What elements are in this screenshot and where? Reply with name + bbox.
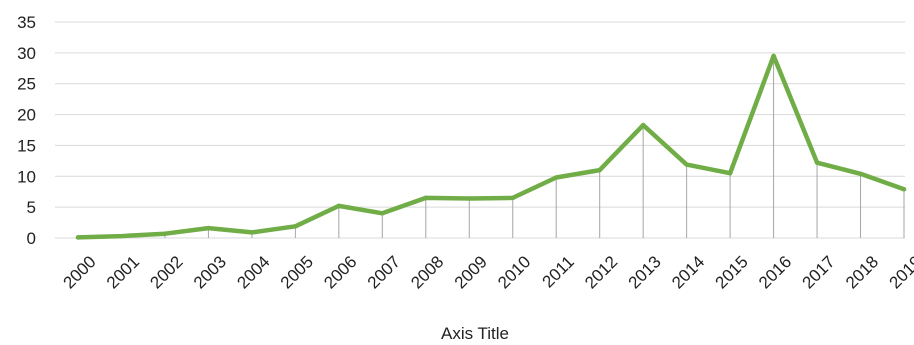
gridlines	[55, 21, 905, 239]
x-tick-label: 2005	[277, 252, 317, 292]
x-tick-label: 2017	[799, 252, 839, 292]
x-tick-label: 2001	[103, 252, 143, 292]
x-tick-label: 2003	[190, 252, 230, 292]
data-point	[901, 187, 907, 192]
data-point	[380, 211, 385, 216]
data-point	[119, 233, 124, 239]
data-point	[206, 225, 211, 231]
x-tick-label: 2007	[364, 252, 404, 292]
y-tick-label: 30	[17, 44, 36, 63]
data-point	[684, 162, 689, 167]
y-tick-label: 35	[17, 13, 36, 32]
data-point	[858, 171, 863, 177]
x-tick-label: 2018	[842, 252, 882, 292]
y-tick-label: 25	[17, 75, 36, 94]
x-tick-label: 2006	[320, 252, 360, 292]
data-point	[249, 230, 255, 235]
data-point	[771, 53, 776, 59]
data-point	[727, 171, 733, 176]
data-point	[640, 122, 646, 128]
data-point	[162, 231, 168, 236]
x-tick-label: 2009	[451, 252, 491, 292]
x-tick-label: 2011	[539, 252, 578, 291]
x-tick-label: 2002	[146, 252, 186, 292]
x-tick-label: 2014	[668, 252, 708, 292]
data-point	[423, 195, 428, 201]
x-tick-label: 2013	[625, 252, 665, 292]
data-point	[597, 167, 602, 173]
data-point	[814, 160, 820, 165]
data-point	[554, 175, 559, 180]
x-tick-label: 2008	[407, 252, 447, 292]
x-tick-label: 2012	[581, 252, 621, 292]
x-tick-label: 2010	[494, 252, 534, 292]
series-line	[75, 53, 907, 240]
y-axis-ticks: 0 5 10 15 20 25 30 35	[17, 13, 36, 248]
data-point	[467, 196, 472, 201]
x-axis-title: Axis Title	[441, 324, 509, 343]
y-tick-label: 20	[17, 106, 36, 125]
x-tick-label: 2019	[885, 252, 914, 292]
y-tick-label: 10	[17, 167, 36, 186]
y-tick-label: 15	[17, 136, 36, 155]
x-tick-label: 2000	[59, 252, 99, 292]
data-point	[293, 224, 298, 229]
y-tick-label: 0	[27, 229, 36, 248]
x-tick-label: 2004	[233, 252, 273, 292]
x-tick-label: 2015	[712, 252, 752, 292]
data-point	[510, 195, 515, 201]
series-layer	[75, 53, 907, 240]
data-point	[75, 235, 81, 240]
y-tick-label: 5	[27, 198, 36, 217]
x-tick-label: 2016	[755, 252, 795, 292]
x-axis-ticks: 2000 2001 2002 2003 2004 2005 2006 2007 2008 2009…	[59, 252, 914, 292]
data-point	[336, 203, 342, 209]
